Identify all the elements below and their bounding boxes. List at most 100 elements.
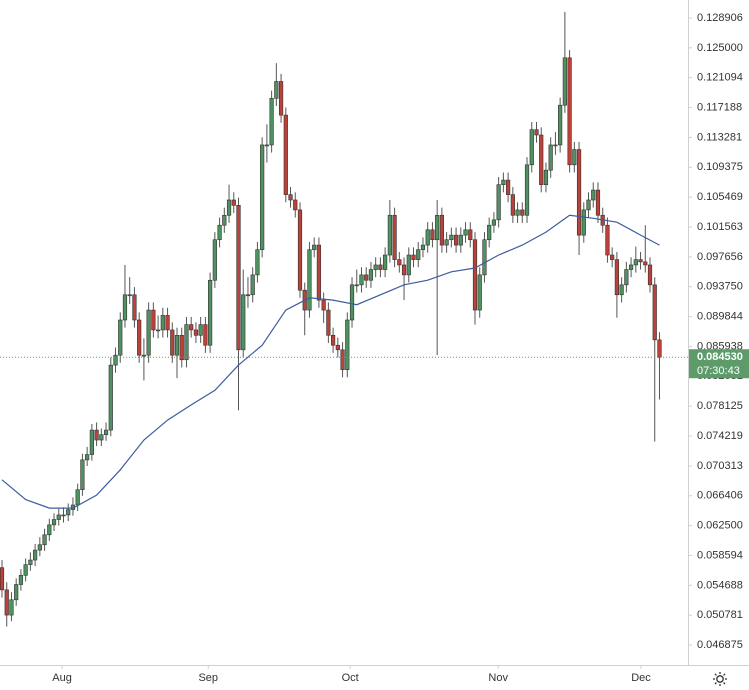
candle-body	[269, 98, 274, 146]
candle-body	[392, 214, 397, 260]
candle-body	[160, 315, 165, 331]
candle-body	[534, 129, 539, 136]
candle-body	[307, 249, 312, 311]
candle-body	[231, 199, 236, 206]
candle-body	[449, 234, 454, 241]
candle-body	[628, 264, 634, 270]
candle-body	[42, 534, 47, 546]
candle-body	[278, 81, 284, 116]
candle-body	[605, 224, 610, 256]
candle-body	[108, 364, 113, 431]
candle-body	[425, 229, 430, 246]
y-tick-label: 0.121094	[697, 72, 743, 84]
plot-area	[0, 11, 662, 627]
candle-body	[56, 514, 61, 520]
candle-body	[132, 294, 137, 321]
y-tick-label: 0.062500	[697, 520, 743, 532]
candle-body	[170, 329, 175, 356]
candle-body	[472, 239, 478, 311]
y-tick-label: 0.093750	[697, 281, 743, 293]
candle-body	[477, 274, 482, 311]
candle-body	[444, 239, 449, 246]
candle-body	[345, 319, 350, 370]
x-tick-label: Aug	[52, 672, 72, 684]
y-tick-label: 0.113281	[697, 131, 742, 143]
candle-body	[416, 249, 421, 260]
candle-body	[61, 514, 66, 517]
candle-body	[113, 354, 118, 366]
candle-body	[4, 589, 9, 616]
candle-body	[482, 239, 487, 276]
candle-body	[155, 329, 161, 332]
candle-body	[66, 509, 71, 516]
candle-body	[198, 324, 203, 336]
candle-body	[383, 254, 388, 270]
candle-body	[468, 229, 473, 241]
candle-body	[368, 269, 374, 281]
candle-body	[387, 214, 392, 256]
x-tick-label: Dec	[631, 672, 651, 684]
y-tick-label: 0.046875	[697, 639, 743, 651]
candle-body	[118, 319, 123, 356]
candle-body	[638, 259, 643, 263]
countdown-label: 07:30:43	[697, 365, 740, 377]
y-tick-label: 0.074219	[697, 430, 743, 442]
candle-body	[529, 129, 534, 166]
y-tick-label: 0.070313	[697, 460, 743, 472]
candle-body	[94, 429, 99, 441]
candle-body	[364, 274, 369, 281]
candle-body	[406, 254, 411, 276]
current-price-box	[689, 349, 749, 379]
candle-body	[146, 309, 151, 356]
candle-body	[349, 284, 355, 321]
candle-body	[203, 324, 208, 346]
y-tick-label: 0.097656	[697, 251, 743, 263]
candle-body	[487, 224, 492, 241]
current-price-label: 0.084530	[697, 351, 743, 363]
candle-body	[624, 269, 629, 286]
candle-body	[401, 264, 407, 276]
x-tick-label: Oct	[342, 672, 359, 684]
candle-body	[576, 149, 582, 236]
candle-body	[321, 299, 326, 311]
candle-body	[453, 234, 459, 246]
candle-body	[51, 519, 57, 526]
candle-body	[652, 284, 657, 341]
candle-body	[586, 199, 591, 211]
candle-body	[89, 429, 94, 455]
candle-body	[633, 259, 638, 266]
candle-body	[0, 567, 5, 591]
candle-body	[643, 261, 648, 266]
candle-body	[610, 254, 615, 260]
candle-body	[151, 309, 156, 331]
candle-body	[174, 334, 180, 356]
candle-body	[222, 214, 227, 226]
candle-body	[312, 244, 317, 250]
candle-body	[558, 104, 563, 146]
candle-body	[137, 319, 142, 356]
y-tick-label: 0.117188	[697, 101, 742, 113]
candle-body	[9, 599, 14, 616]
candle-body	[250, 274, 255, 296]
candle-body	[189, 324, 194, 331]
settings-icon[interactable]	[713, 672, 727, 686]
candle-body	[520, 209, 525, 216]
candle-body	[553, 144, 558, 147]
candle-body	[179, 334, 184, 361]
candle-body	[359, 274, 364, 286]
candle-body	[543, 169, 549, 185]
candle-body	[122, 294, 128, 321]
candle-body	[165, 315, 170, 331]
y-tick-label: 0.128906	[697, 12, 743, 24]
candle-body	[212, 239, 217, 281]
candle-body	[397, 259, 402, 266]
candle-body	[614, 259, 619, 296]
candle-body	[28, 559, 33, 565]
candle-body	[226, 199, 232, 216]
candle-body	[288, 194, 293, 201]
candle-body	[439, 214, 444, 246]
candle-body	[18, 575, 24, 585]
candle-body	[515, 209, 520, 216]
candle-body	[37, 544, 42, 551]
candle-body	[184, 324, 189, 361]
